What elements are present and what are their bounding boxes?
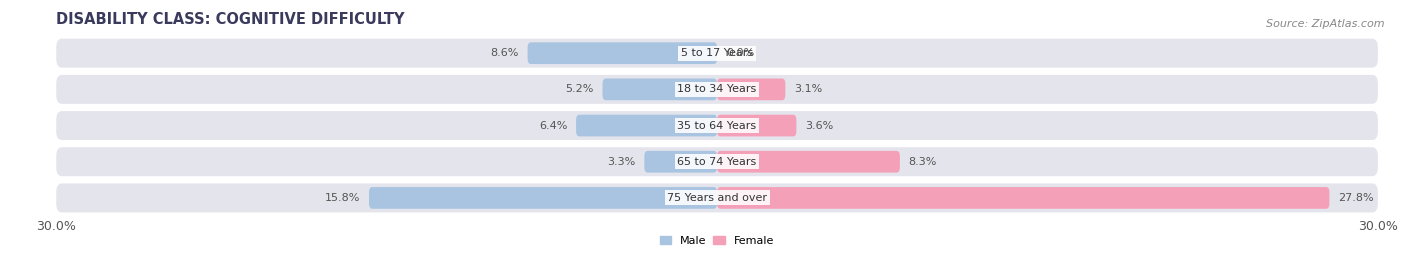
Text: 8.6%: 8.6% xyxy=(491,48,519,58)
Text: DISABILITY CLASS: COGNITIVE DIFFICULTY: DISABILITY CLASS: COGNITIVE DIFFICULTY xyxy=(56,12,405,27)
FancyBboxPatch shape xyxy=(56,183,1378,212)
FancyBboxPatch shape xyxy=(717,151,900,173)
FancyBboxPatch shape xyxy=(644,151,717,173)
FancyBboxPatch shape xyxy=(56,39,1378,68)
FancyBboxPatch shape xyxy=(56,111,1378,140)
Text: 3.1%: 3.1% xyxy=(794,84,823,94)
FancyBboxPatch shape xyxy=(368,187,717,209)
FancyBboxPatch shape xyxy=(717,115,796,136)
Legend: Male, Female: Male, Female xyxy=(655,231,779,250)
FancyBboxPatch shape xyxy=(603,79,717,100)
FancyBboxPatch shape xyxy=(56,75,1378,104)
Text: 5 to 17 Years: 5 to 17 Years xyxy=(681,48,754,58)
FancyBboxPatch shape xyxy=(717,79,786,100)
Text: 27.8%: 27.8% xyxy=(1339,193,1374,203)
FancyBboxPatch shape xyxy=(527,42,717,64)
FancyBboxPatch shape xyxy=(717,187,1330,209)
Text: 3.6%: 3.6% xyxy=(806,120,834,131)
Text: Source: ZipAtlas.com: Source: ZipAtlas.com xyxy=(1267,19,1385,29)
Text: 65 to 74 Years: 65 to 74 Years xyxy=(678,157,756,167)
Text: 6.4%: 6.4% xyxy=(538,120,567,131)
FancyBboxPatch shape xyxy=(56,147,1378,176)
Text: 75 Years and over: 75 Years and over xyxy=(666,193,768,203)
Text: 8.3%: 8.3% xyxy=(908,157,936,167)
Text: 0.0%: 0.0% xyxy=(725,48,754,58)
Text: 5.2%: 5.2% xyxy=(565,84,593,94)
Text: 18 to 34 Years: 18 to 34 Years xyxy=(678,84,756,94)
FancyBboxPatch shape xyxy=(576,115,717,136)
Text: 3.3%: 3.3% xyxy=(607,157,636,167)
Text: 15.8%: 15.8% xyxy=(325,193,360,203)
Text: 35 to 64 Years: 35 to 64 Years xyxy=(678,120,756,131)
